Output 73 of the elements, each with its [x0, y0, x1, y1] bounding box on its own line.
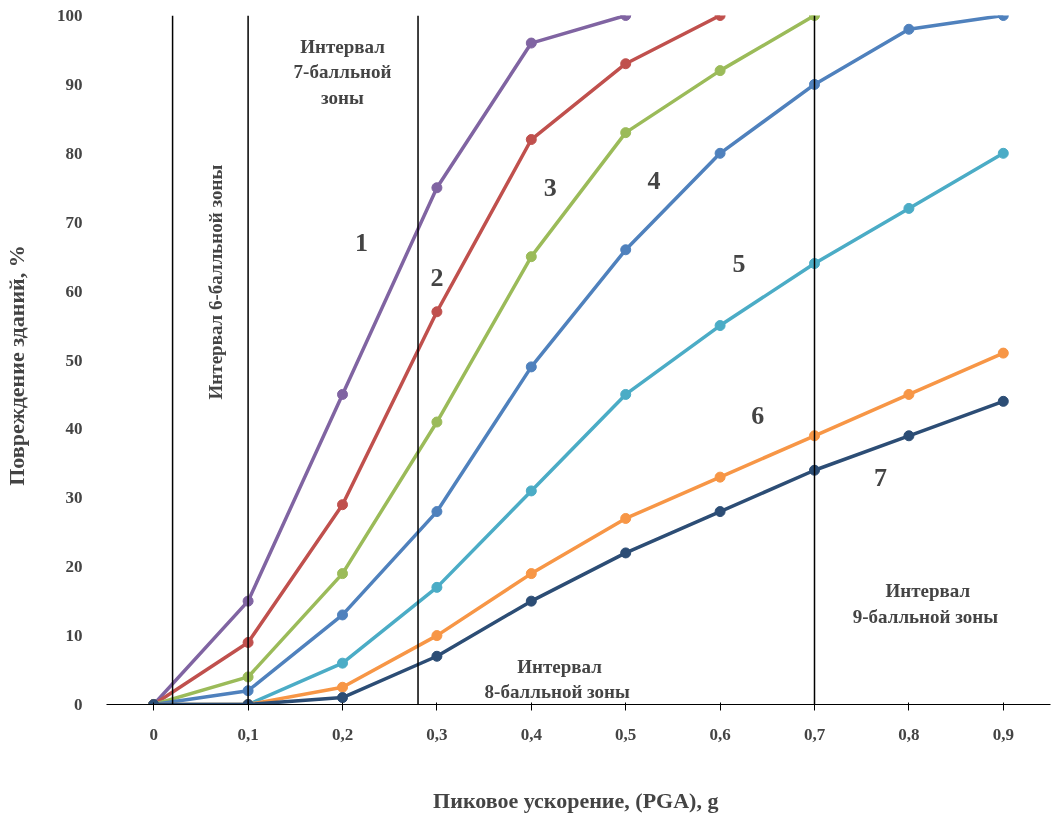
x-axis-title: Пиковое ускорение, (PGA), g [433, 787, 719, 813]
point [337, 499, 348, 511]
point [337, 388, 348, 400]
annotation: Интервал 8-балльной зоны [484, 656, 631, 703]
point [997, 147, 1009, 159]
point [525, 595, 537, 607]
y-tick-label: 10 [65, 626, 83, 646]
y-axis-title: Повреждение зданий, % [4, 245, 29, 486]
y-tick-label: 40 [65, 419, 83, 439]
point [431, 416, 443, 428]
point [714, 147, 726, 159]
point [525, 37, 537, 49]
point [903, 202, 915, 214]
y-tick-label: 80 [65, 143, 83, 163]
annotation: Интервал 6-балльной зоны [204, 164, 226, 400]
y-tick-label: 50 [65, 350, 83, 370]
y-tick-label: 0 [74, 695, 83, 714]
x-tick-label: 0,8 [898, 724, 920, 744]
series-label: 6 [751, 400, 765, 430]
series-label: 4 [647, 166, 661, 196]
series-label: 7 [874, 462, 888, 492]
y-tick-label: 60 [65, 281, 83, 301]
series-label: 2 [430, 262, 444, 292]
point [997, 347, 1009, 359]
point [525, 485, 537, 497]
x-tick-label: 0,4 [520, 724, 543, 744]
x-tick-label: 0,5 [615, 724, 637, 744]
point [714, 65, 726, 77]
point [431, 650, 443, 662]
point [620, 388, 632, 400]
x-tick-label: 0,9 [992, 724, 1014, 744]
point [903, 23, 915, 35]
y-tick-label: 20 [65, 557, 83, 577]
x-tick-label: 0,6 [709, 724, 731, 744]
point [431, 506, 443, 518]
point [525, 361, 537, 373]
series-label: 3 [543, 173, 557, 203]
point [525, 568, 537, 580]
point [337, 609, 348, 621]
point [620, 58, 632, 70]
point [525, 134, 537, 146]
point [620, 244, 632, 256]
x-tick-label: 0 [149, 724, 158, 744]
x-tick-label: 0,2 [331, 724, 354, 744]
point [525, 251, 537, 263]
annotation: Интервал 7-балльной зоны [293, 36, 392, 108]
point [431, 182, 443, 194]
point [620, 512, 632, 524]
point [903, 388, 915, 400]
point [997, 395, 1009, 407]
series-label: 1 [354, 228, 368, 258]
point [620, 127, 632, 139]
point [620, 547, 632, 559]
point [337, 568, 348, 580]
point [431, 630, 443, 642]
point [337, 657, 348, 669]
point [714, 471, 726, 483]
point [431, 306, 443, 318]
y-tick-label: 70 [65, 212, 83, 232]
annotation: Интервал 9-балльной зоны [852, 580, 999, 627]
x-tick-label: 0,3 [426, 724, 448, 744]
point [714, 320, 726, 332]
point [337, 692, 348, 704]
x-tick-label: 0,7 [803, 724, 826, 744]
point [431, 581, 443, 593]
x-tick-label: 0,1 [237, 724, 259, 744]
y-tick-label: 90 [65, 74, 83, 94]
y-tick-label: 100 [57, 6, 83, 25]
point [337, 681, 348, 693]
point [903, 430, 915, 442]
point [714, 506, 726, 518]
y-tick-label: 30 [65, 488, 83, 508]
series-label: 5 [732, 249, 746, 279]
